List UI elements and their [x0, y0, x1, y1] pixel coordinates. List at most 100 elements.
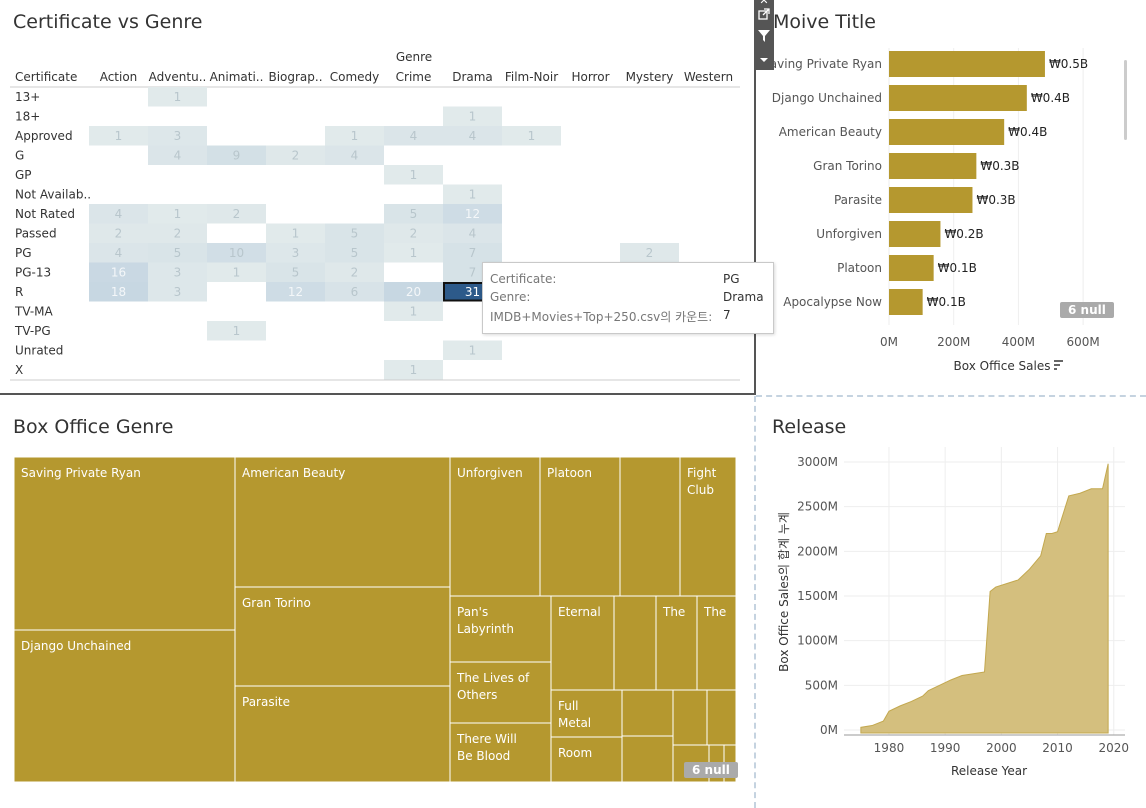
treemap-tile[interactable] — [679, 456, 737, 597]
row-label: 18+ — [15, 110, 40, 124]
heatmap-cell[interactable] — [384, 165, 443, 185]
bar-scrollbar[interactable] — [1121, 52, 1131, 324]
heatmap-cell[interactable] — [266, 223, 325, 244]
more-icon[interactable] — [754, 52, 774, 70]
heatmap-cell[interactable] — [148, 126, 207, 146]
heatmap-cell-value: 1 — [410, 246, 418, 260]
heatmap-cell-value: 1 — [115, 129, 123, 143]
null-indicator[interactable]: 6 null — [1060, 302, 1114, 318]
bar[interactable] — [889, 51, 1045, 77]
treemap-tile[interactable] — [550, 689, 623, 738]
heatmap-cell[interactable] — [325, 126, 384, 146]
heatmap-panel: Certificate vs Genre Certificate Genre Act… — [0, 0, 754, 394]
bar[interactable] — [889, 187, 973, 213]
treemap-tile[interactable] — [13, 629, 236, 783]
treemap-tile[interactable] — [449, 595, 552, 663]
treemap-tile[interactable] — [672, 689, 708, 746]
heatmap-cell[interactable] — [89, 126, 148, 146]
heatmap-cell[interactable] — [384, 360, 443, 380]
bar[interactable] — [889, 289, 923, 315]
heatmap-cell[interactable] — [443, 184, 502, 205]
null-indicator[interactable]: 6 null — [684, 762, 738, 778]
x-tick-label: 200M — [937, 335, 970, 349]
heatmap-cell[interactable] — [148, 262, 207, 283]
heatmap-cell[interactable] — [384, 223, 443, 244]
heatmap-cell[interactable] — [207, 262, 266, 283]
heatmap-cell[interactable] — [443, 243, 502, 263]
area-chart[interactable]: 1980 1990 2000 2010 2020 0M 500M 1000M 1500M 2000… — [757, 397, 1146, 808]
treemap-tile[interactable] — [619, 456, 681, 597]
treemap-tile[interactable] — [449, 722, 552, 783]
heatmap-cell[interactable] — [325, 223, 384, 244]
heatmap-cell-value: 1 — [174, 90, 182, 104]
heatmap-cell[interactable] — [502, 126, 561, 146]
row-label: Not Availab.. — [15, 188, 91, 202]
bar[interactable] — [889, 221, 941, 247]
popout-icon[interactable] — [754, 8, 774, 26]
treemap-chart[interactable]: Saving Private Ryan Django Unchained Ameri… — [0, 396, 754, 808]
bar[interactable] — [889, 119, 1005, 145]
close-icon[interactable]: ✕ — [759, 0, 769, 7]
heatmap-cell[interactable] — [325, 243, 384, 263]
heatmap-cell[interactable] — [620, 243, 679, 263]
row-label: PG-13 — [15, 266, 51, 280]
heatmap-cell[interactable] — [207, 243, 266, 263]
heatmap-cell[interactable] — [89, 262, 148, 283]
treemap-tile[interactable] — [13, 456, 236, 631]
heatmap-chart[interactable]: Certificate Genre Action Adventu.. Animati..… — [0, 0, 754, 394]
heatmap-cell[interactable] — [148, 282, 207, 302]
x-axis-title: Release Year — [951, 764, 1027, 778]
heatmap-cell-value: 5 — [174, 246, 182, 260]
treemap-tile[interactable] — [621, 689, 674, 737]
area-series[interactable] — [860, 463, 1109, 734]
treemap-tile[interactable] — [449, 456, 541, 597]
heatmap-cell[interactable] — [384, 243, 443, 263]
heatmap-cell[interactable] — [266, 282, 325, 302]
heatmap-cell[interactable] — [384, 204, 443, 224]
heatmap-cell[interactable] — [325, 145, 384, 166]
column-header: Action — [100, 70, 138, 84]
heatmap-cell[interactable] — [325, 262, 384, 283]
bar[interactable] — [889, 255, 934, 281]
heatmap-cell[interactable] — [207, 145, 266, 166]
heatmap-cell[interactable] — [266, 145, 325, 166]
heatmap-cell[interactable] — [443, 204, 502, 224]
heatmap-cell[interactable] — [148, 243, 207, 263]
heatmap-cell[interactable] — [443, 126, 502, 146]
heatmap-cell[interactable] — [443, 223, 502, 244]
bar-category-label: Unforgiven — [816, 227, 882, 241]
heatmap-cell[interactable] — [89, 243, 148, 263]
heatmap-cell[interactable] — [148, 145, 207, 166]
filter-icon[interactable] — [754, 30, 774, 48]
heatmap-cell[interactable] — [148, 204, 207, 224]
heatmap-cell[interactable] — [148, 223, 207, 244]
bar-category-label: Parasite — [834, 193, 882, 207]
panel-divider — [754, 0, 756, 394]
heatmap-cell[interactable] — [384, 301, 443, 322]
treemap-tile[interactable] — [234, 685, 451, 783]
heatmap-cell[interactable] — [266, 262, 325, 283]
heatmap-cell[interactable] — [384, 126, 443, 146]
treemap-tile[interactable] — [621, 735, 674, 783]
treemap-tile[interactable] — [613, 595, 657, 691]
bar[interactable] — [889, 153, 977, 179]
treemap-tile[interactable] — [706, 689, 737, 746]
heatmap-cell[interactable] — [89, 282, 148, 302]
heatmap-cell[interactable] — [207, 321, 266, 341]
sort-icon — [1054, 360, 1063, 370]
bar-chart[interactable]: 0M 200M 400M 600M Saving Private Ryan ₩0.5B Dj… — [757, 0, 1146, 394]
heatmap-cell[interactable] — [148, 87, 207, 107]
heatmap-cell[interactable] — [443, 340, 502, 361]
treemap-tile[interactable] — [234, 586, 451, 687]
heatmap-cell[interactable] — [89, 204, 148, 224]
heatmap-cell[interactable] — [384, 282, 443, 302]
column-header: Horror — [571, 70, 609, 84]
heatmap-cell[interactable] — [89, 223, 148, 244]
heatmap-cell[interactable] — [207, 204, 266, 224]
heatmap-cell-value: 5 — [292, 266, 300, 280]
heatmap-cell-value: 1 — [410, 305, 418, 319]
heatmap-cell[interactable] — [266, 243, 325, 263]
heatmap-cell[interactable] — [325, 282, 384, 302]
heatmap-cell[interactable] — [443, 106, 502, 127]
bar[interactable] — [889, 85, 1027, 111]
